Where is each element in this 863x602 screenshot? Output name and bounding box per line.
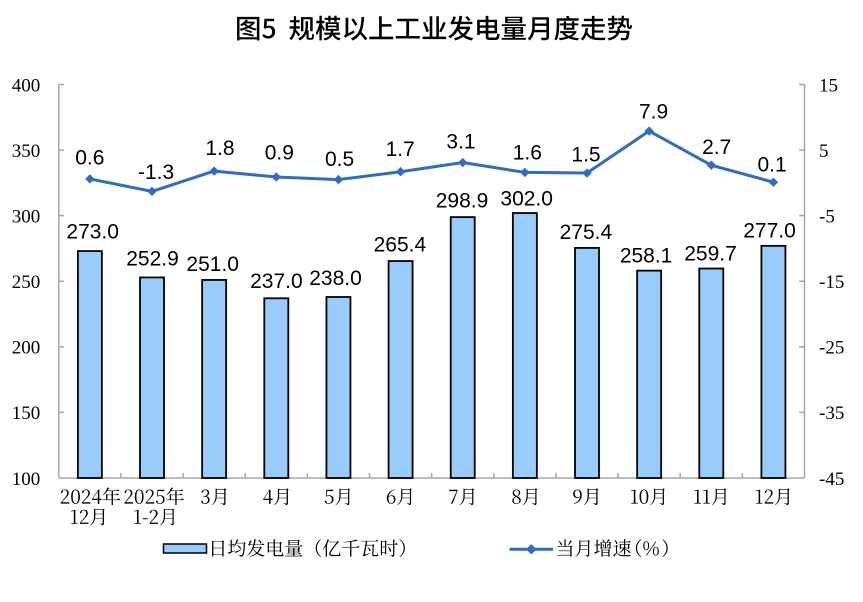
svg-text:7.9: 7.9 [639, 101, 668, 124]
svg-text:0.5: 0.5 [325, 148, 354, 171]
svg-text:300: 300 [12, 206, 41, 227]
svg-text:400: 400 [12, 75, 41, 96]
svg-text:-35: -35 [819, 403, 844, 424]
svg-text:298.9: 298.9 [436, 190, 489, 213]
svg-text:265.4: 265.4 [374, 234, 427, 257]
svg-text:100: 100 [12, 469, 41, 490]
svg-text:250: 250 [12, 272, 41, 293]
svg-text:3.1: 3.1 [446, 130, 475, 153]
svg-text:259.7: 259.7 [684, 242, 737, 265]
svg-text:273.0: 273.0 [66, 220, 119, 243]
svg-text:277.0: 277.0 [743, 219, 796, 242]
svg-text:150: 150 [12, 403, 41, 424]
svg-text:2.7: 2.7 [702, 136, 731, 159]
svg-text:15: 15 [819, 75, 838, 96]
svg-text:1.5: 1.5 [571, 143, 600, 166]
svg-text:-45: -45 [819, 469, 844, 490]
svg-text:237.0: 237.0 [250, 270, 303, 293]
svg-text:0.6: 0.6 [75, 147, 104, 170]
svg-text:-1.3: -1.3 [138, 161, 174, 184]
svg-text:1.8: 1.8 [205, 137, 234, 160]
svg-text:5: 5 [819, 141, 829, 162]
svg-text:-15: -15 [819, 272, 844, 293]
svg-text:0.9: 0.9 [265, 141, 294, 164]
svg-text:-5: -5 [819, 206, 835, 227]
svg-text:0.1: 0.1 [757, 153, 786, 176]
svg-text:1.6: 1.6 [513, 141, 542, 164]
svg-text:302.0: 302.0 [500, 188, 553, 211]
svg-text:252.9: 252.9 [126, 247, 179, 270]
svg-text:258.1: 258.1 [620, 244, 673, 267]
svg-text:238.0: 238.0 [309, 267, 362, 290]
svg-text:350: 350 [12, 141, 41, 162]
svg-text:275.4: 275.4 [560, 221, 613, 244]
svg-text:251.0: 251.0 [186, 253, 239, 276]
svg-text:1.7: 1.7 [386, 138, 415, 161]
svg-text:200: 200 [12, 338, 41, 359]
svg-text:-25: -25 [819, 338, 844, 359]
